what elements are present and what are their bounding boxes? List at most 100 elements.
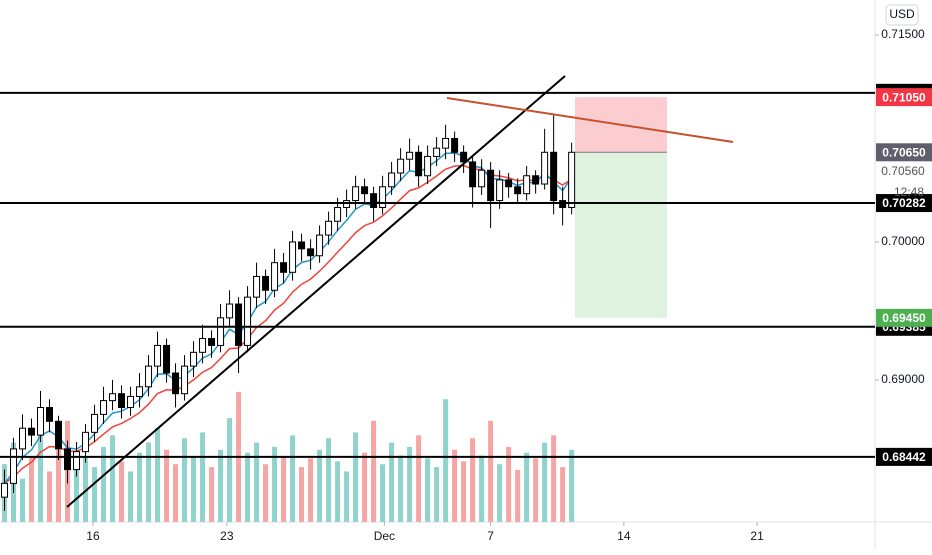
- volume-bar: [317, 449, 323, 522]
- candle-body: [541, 151, 549, 185]
- y-tick-label: 0.71500: [881, 27, 925, 41]
- volume-bar: [362, 452, 368, 522]
- candle-body: [568, 151, 576, 208]
- candle-body: [370, 193, 378, 208]
- volume-bar: [281, 457, 287, 522]
- candle-body: [478, 169, 486, 188]
- volume-bar: [416, 435, 422, 522]
- volume-bar: [443, 399, 449, 522]
- candle-body: [199, 338, 207, 353]
- candle-body: [118, 393, 126, 409]
- price-tag-label: 0.70650: [882, 145, 926, 159]
- volume-bar: [290, 435, 296, 522]
- volume-bar: [461, 461, 467, 522]
- volume-bar: [425, 458, 431, 522]
- candle-body: [451, 138, 459, 153]
- candle-body: [496, 179, 504, 202]
- volume-bar: [452, 449, 458, 522]
- candle-body: [28, 427, 36, 436]
- volume-bar: [146, 442, 152, 522]
- volume-bar: [488, 420, 494, 522]
- volume-bar: [506, 446, 512, 522]
- volume-bar: [479, 455, 485, 522]
- volume-bar: [164, 449, 170, 522]
- volume-bar: [371, 420, 377, 522]
- volume-bar: [209, 467, 215, 522]
- candle-body: [109, 393, 117, 402]
- candle-body: [46, 407, 54, 422]
- volume-bar: [299, 467, 305, 522]
- candle-body: [64, 448, 72, 471]
- price-tag: [876, 88, 932, 107]
- candle-body: [100, 400, 108, 415]
- candle-body: [550, 151, 558, 202]
- candle-body: [208, 338, 216, 346]
- candle-body: [226, 303, 234, 319]
- candle-body: [10, 448, 18, 484]
- countdown: 12:48: [894, 185, 924, 199]
- x-tick-label: 7: [487, 529, 494, 543]
- candle-body: [55, 420, 63, 450]
- volume-bar: [110, 435, 116, 522]
- x-tick-label: 23: [220, 529, 234, 543]
- candle-body: [487, 169, 495, 202]
- candle-body: [460, 151, 468, 163]
- position-layer: [575, 97, 667, 318]
- y-tick-label: 0.70000: [881, 234, 925, 248]
- volume-bar: [335, 461, 341, 522]
- volume-bar: [308, 458, 314, 522]
- candle-body: [271, 262, 279, 291]
- volume-bar: [218, 449, 224, 522]
- volume-bar: [497, 464, 503, 522]
- candle-body: [253, 275, 261, 298]
- x-tick-label: 21: [750, 529, 764, 543]
- volume-bar: [101, 446, 107, 522]
- volume-bar: [47, 471, 53, 522]
- candle-body: [532, 175, 540, 185]
- volume-bar: [254, 442, 260, 522]
- volume-bar: [182, 438, 188, 522]
- candle-body: [424, 155, 432, 177]
- volume-bar: [542, 442, 548, 522]
- volume-bar: [434, 467, 440, 522]
- x-tick-label: Dec: [374, 529, 395, 543]
- candle-body: [181, 365, 189, 395]
- candle-body: [190, 351, 198, 367]
- candle-body: [361, 186, 369, 195]
- volume-bar: [38, 435, 44, 522]
- price-tag: [876, 194, 932, 213]
- volume-bar: [83, 457, 89, 522]
- candle-body: [154, 344, 162, 367]
- candle-body: [505, 179, 513, 188]
- volume-bar: [245, 452, 251, 522]
- candle-body: [217, 317, 225, 346]
- axis-layer: 0.715000.700000.690001623Dec714210.71081…: [86, 27, 932, 543]
- candle-body: [145, 365, 153, 388]
- volume-bar: [524, 452, 530, 522]
- candle-body: [379, 186, 387, 208]
- candle-body: [325, 220, 333, 236]
- candle-body: [388, 172, 396, 188]
- moving-average: [4, 164, 573, 485]
- x-tick-label: 16: [86, 529, 100, 543]
- volume-bar: [200, 432, 206, 522]
- candle-body: [262, 275, 270, 291]
- price-tag-label: 0.71050: [882, 90, 926, 104]
- candle-body: [514, 186, 522, 195]
- candle-body: [82, 431, 90, 453]
- candle-body: [298, 241, 306, 250]
- candle-body: [352, 186, 360, 202]
- candle-body: [442, 138, 450, 149]
- volume-bar: [92, 467, 98, 522]
- volume-bar: [191, 457, 197, 522]
- candle-body: [91, 413, 99, 433]
- candle-body: [469, 161, 477, 188]
- candle-body: [172, 372, 180, 395]
- volume-bar: [326, 438, 332, 522]
- volume-bar: [20, 478, 26, 522]
- x-tick-label: 14: [617, 529, 631, 543]
- candle-body: [307, 248, 315, 257]
- currency-button[interactable]: [885, 4, 919, 26]
